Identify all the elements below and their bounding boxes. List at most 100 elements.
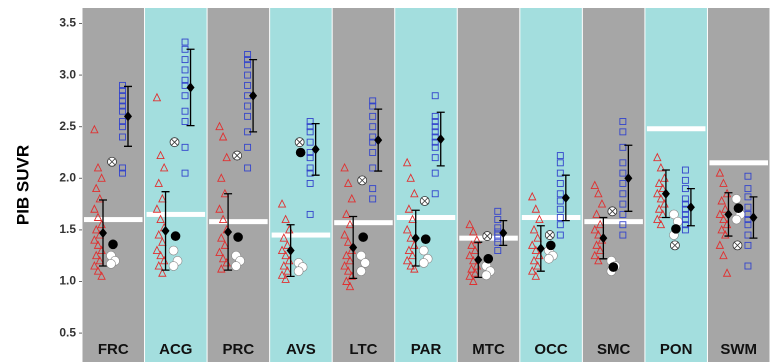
square-point [181,66,189,74]
square-point [119,133,126,141]
triangle-point [340,230,349,239]
mean-diamond [686,202,695,213]
triangle-point [156,250,165,260]
triangle-point [91,183,101,193]
triangle-point [215,204,224,213]
square-point [556,197,564,205]
square-point [744,221,752,229]
square-point [494,238,502,246]
triangle-point [281,250,290,260]
triangle-point [277,199,287,208]
circle-point [671,224,681,234]
square-point [744,185,752,193]
triangle-point [97,173,106,182]
square-point [244,50,252,58]
square-point [681,205,689,213]
triangle-point [217,233,226,242]
square-point [619,200,627,208]
triangle-point [277,270,287,279]
triangle-point [590,180,599,189]
mean-diamond [536,243,545,254]
circle-point [231,261,241,271]
square-point [181,81,189,89]
triangle-point [721,204,730,213]
triangle-point [533,233,542,242]
triangle-point [527,240,537,249]
square-point [369,133,377,141]
y-tick-label: 2.5 [59,119,76,133]
circle-point [420,234,431,244]
triangle-point [217,173,226,182]
cross [171,138,178,146]
triangle-point [469,226,478,236]
triangle-point [408,250,417,260]
category-band [207,8,270,362]
square-point [306,210,314,218]
triangle-point [404,245,414,254]
cross [483,232,491,240]
square-point [681,176,689,184]
circle-point [360,258,370,268]
square-point [119,118,126,125]
triangle-point [590,250,599,260]
triangle-point [215,121,224,131]
square-point [119,81,126,89]
square-point [181,92,189,100]
circle-point [481,270,492,281]
triangle-point [152,245,162,254]
square-point [744,210,752,218]
threshold-bar [271,232,331,238]
square-point [681,216,689,224]
square-point [306,128,314,136]
triangle-point [402,224,412,234]
triangle-point [653,214,662,224]
square-point [306,149,314,156]
mean-diamond [749,212,758,223]
triangle-point [719,250,728,260]
square-point [181,56,189,64]
triangle-point [590,224,599,234]
square-point [681,200,689,208]
triangle-point [597,199,607,208]
triangle-point [717,195,726,205]
mean-diamond [99,227,107,238]
mean-diamond [286,245,295,256]
category-band [520,8,582,362]
square-point [244,71,252,79]
category-band [270,8,332,362]
cross [734,242,741,249]
threshold-bar [646,126,706,132]
triangle-point [527,191,537,201]
triangle-point [154,230,163,239]
circle-point [483,253,494,264]
circle-point [731,214,742,225]
square-point [369,102,377,110]
cross [296,138,303,146]
square-point [431,154,439,162]
triangle-point [342,209,351,218]
triangle-point [472,235,482,244]
y-tick-label: 3.5 [59,16,76,30]
square-point [431,169,439,177]
triangle-point [283,240,292,249]
cross [108,158,116,166]
category-band [395,8,457,362]
y-tick-label: 0.5 [59,325,76,339]
square-point [494,224,502,232]
mean-diamond [224,226,233,237]
mean-diamond [561,192,570,203]
square-point [556,169,564,177]
square-point [369,138,377,146]
circle-point [731,194,742,204]
triangle-point [653,188,662,198]
triangle-point [595,245,605,254]
y-tick-label: 1.0 [59,274,76,288]
square-point [181,143,189,151]
triangle-point [656,162,666,172]
square-point [369,97,377,105]
triangle-point [91,250,101,260]
mean-diamond [186,82,195,93]
mean-diamond [249,90,258,101]
mean-diamond [374,135,383,146]
triangle-point [218,214,228,224]
